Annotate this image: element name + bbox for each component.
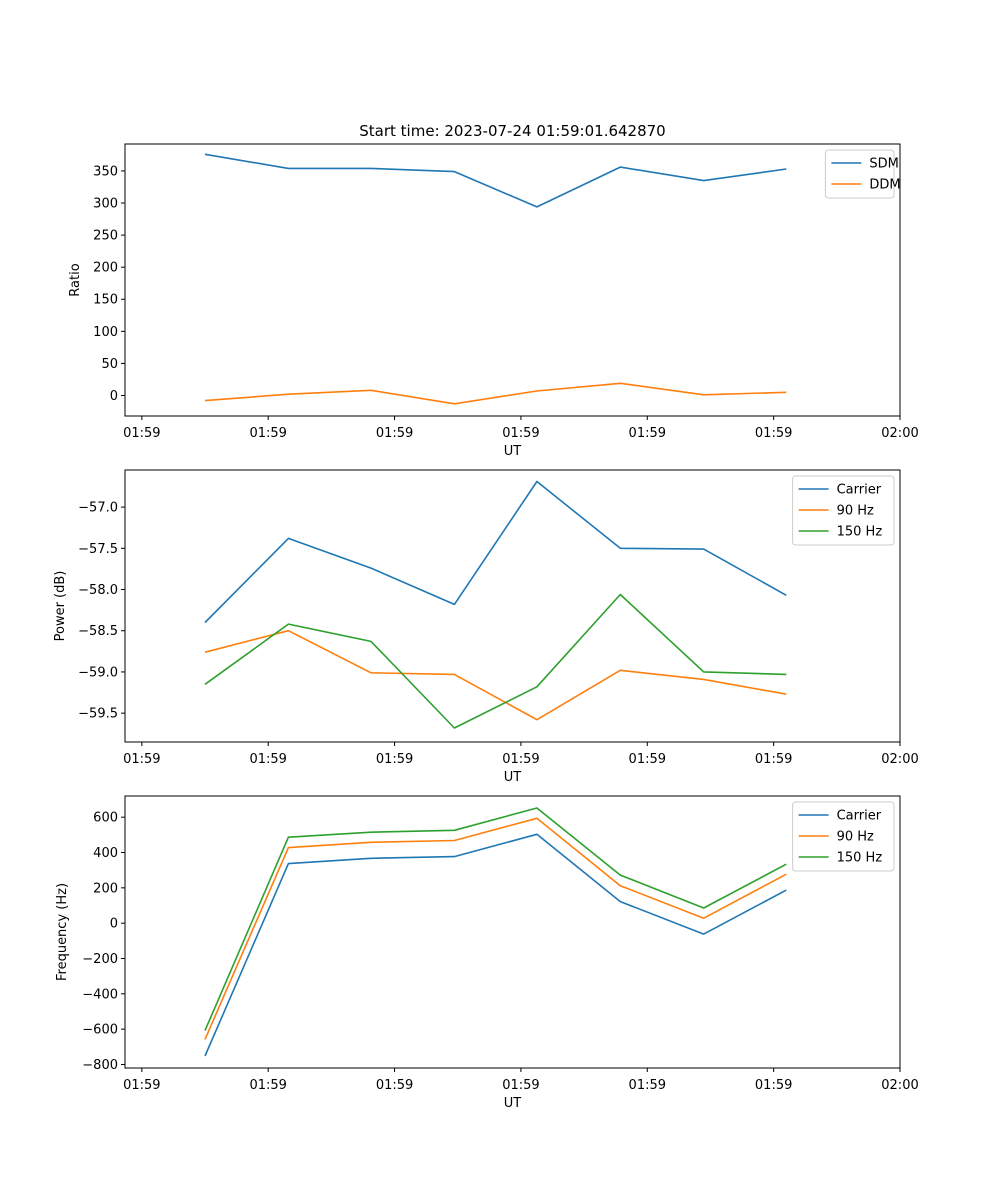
power-legend-label-carrier: Carrier — [837, 483, 882, 498]
frequency-legend-box — [792, 801, 895, 872]
power-x-tick-label: 02:00 — [881, 752, 918, 767]
power-x-tick-label: 01:59 — [123, 752, 160, 767]
ratio-legend-label-ddm: DDM — [869, 178, 900, 193]
chart-title: Start time: 2023-07-24 01:59:01.642870 — [359, 122, 665, 140]
ratio-y-tick-label: 150 — [93, 293, 118, 308]
power-x-axis-label: UT — [504, 770, 522, 785]
power-y-axis-label: Power (dB) — [53, 571, 68, 642]
ratio-x-tick-label: 01:59 — [249, 426, 286, 441]
frequency-x-tick-label: 01:59 — [249, 1078, 286, 1093]
power-x-tick-label: 01:59 — [376, 752, 413, 767]
ratio-series-sdm-line — [204, 153, 787, 208]
frequency-series-90-hz-line — [204, 817, 787, 1040]
ratio-x-tick-label: 01:59 — [629, 426, 666, 441]
power-legend-box — [792, 475, 895, 546]
power-y-tick-label: −58.5 — [78, 624, 118, 639]
ratio-x-tick-label: 01:59 — [123, 426, 160, 441]
ratio-x-tick-label: 01:59 — [755, 426, 792, 441]
frequency-x-tick-label: 01:59 — [629, 1078, 666, 1093]
power-y-tick-label: −57.5 — [78, 542, 118, 557]
frequency-plot-area: −800 −600 −400 −200 0 200 400 600 01:59 01:59 01:5… — [82, 795, 919, 1093]
frequency-y-tick-label: −400 — [82, 987, 118, 1002]
power-plot-area: −59.5 −59.0 −58.5 −58.0 −57.5 −57.0 01:59 01:59… — [78, 469, 919, 767]
power-series-150-hz-line — [204, 593, 787, 729]
ratio-y-tick-label: 200 — [93, 261, 118, 276]
ratio-x-tick-label: 01:59 — [376, 426, 413, 441]
frequency-legend-label-carrier: Carrier — [837, 809, 882, 824]
frequency-y-tick-label: 200 — [93, 881, 118, 896]
ratio-panel: Start time: 2023-07-24 01:59:01.642870 0… — [68, 122, 919, 459]
frequency-x-tick-label: 02:00 — [881, 1078, 918, 1093]
power-axes-frame — [124, 469, 901, 743]
frequency-x-tick-label: 01:59 — [755, 1078, 792, 1093]
frequency-x-tick-label: 01:59 — [123, 1078, 160, 1093]
power-legend-label-90-hz: 90 Hz — [837, 504, 874, 519]
power-y-tick-label: −59.5 — [78, 707, 118, 722]
ratio-x-tick-label: 01:59 — [502, 426, 539, 441]
frequency-panel: −800 −600 −400 −200 0 200 400 600 01:59 01:59 01:5… — [55, 795, 919, 1111]
ratio-y-tick-label: 100 — [93, 325, 118, 340]
frequency-y-tick-label: 400 — [93, 846, 118, 861]
ratio-y-tick-label: 250 — [93, 229, 118, 244]
power-y-tick-label: −57.0 — [78, 501, 118, 516]
power-y-tick-label: −58.0 — [78, 583, 118, 598]
frequency-x-tick-label: 01:59 — [502, 1078, 539, 1093]
power-x-tick-label: 01:59 — [629, 752, 666, 767]
power-series-90-hz-line — [204, 629, 787, 721]
ratio-x-axis-label: UT — [504, 444, 522, 459]
frequency-y-tick-label: −200 — [82, 952, 118, 967]
frequency-legend-label-150-hz: 150 Hz — [837, 851, 883, 866]
power-panel: −59.5 −59.0 −58.5 −58.0 −57.5 −57.0 01:59 01:59… — [53, 469, 919, 785]
frequency-y-tick-label: 600 — [93, 811, 118, 826]
ratio-series-ddm-line — [204, 382, 787, 405]
power-x-tick-label: 01:59 — [502, 752, 539, 767]
ratio-y-tick-label: 300 — [93, 197, 118, 212]
ratio-axes-frame — [124, 143, 901, 417]
ratio-legend-box — [824, 149, 895, 199]
frequency-y-tick-label: −600 — [82, 1023, 118, 1038]
power-legend: Carrier 90 Hz 150 Hz — [792, 475, 895, 546]
ratio-y-axis-label: Ratio — [68, 263, 83, 296]
frequency-y-axis-label: Frequency (Hz) — [55, 883, 70, 981]
frequency-legend: Carrier 90 Hz 150 Hz — [792, 801, 895, 872]
frequency-series-150-hz-line — [204, 807, 787, 1031]
ratio-legend: SDM DDM — [824, 149, 901, 199]
ratio-plot-area: 0 50 100 150 200 250 300 350 01:59 01:59 01:59 01:5… — [93, 143, 919, 441]
ratio-legend-label-sdm: SDM — [869, 157, 898, 172]
power-series-carrier-line — [204, 480, 787, 624]
ratio-y-tick-label: 350 — [93, 164, 118, 179]
frequency-series-carrier-line — [204, 833, 787, 1057]
power-x-tick-label: 01:59 — [249, 752, 286, 767]
frequency-axes-frame — [124, 795, 901, 1069]
frequency-x-tick-label: 01:59 — [376, 1078, 413, 1093]
frequency-legend-label-90-hz: 90 Hz — [837, 830, 874, 845]
power-x-tick-label: 01:59 — [755, 752, 792, 767]
ratio-y-tick-label: 0 — [110, 389, 118, 404]
frequency-x-axis-label: UT — [504, 1096, 522, 1111]
frequency-y-tick-label: 0 — [110, 917, 118, 932]
power-y-tick-label: −59.0 — [78, 665, 118, 680]
frequency-y-tick-label: −800 — [82, 1058, 118, 1073]
ratio-x-tick-label: 02:00 — [881, 426, 918, 441]
power-legend-label-150-hz: 150 Hz — [837, 525, 883, 540]
ratio-y-tick-label: 50 — [101, 357, 118, 372]
